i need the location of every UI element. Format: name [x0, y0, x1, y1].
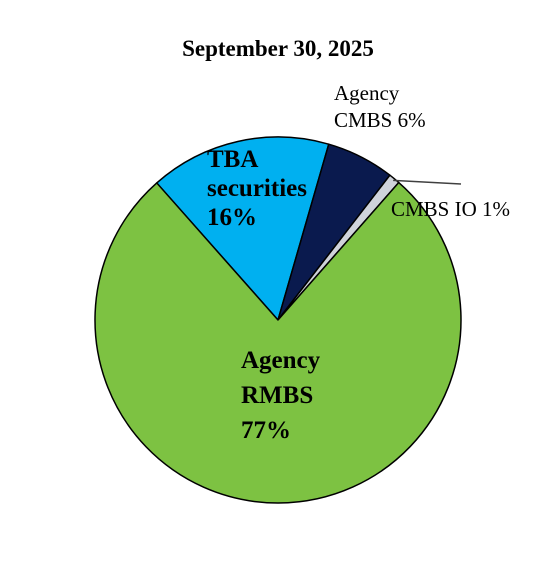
- leader-line-cmbs-io: [393, 179, 462, 185]
- slice-label-agency-rmbs: Agency RMBS 77%: [241, 347, 321, 444]
- slice-label-line: Agency: [241, 347, 321, 374]
- slice-label-line: CMBS IO 1%: [391, 197, 510, 221]
- leader-lines: [393, 179, 462, 185]
- pie-slices: [94, 136, 462, 504]
- pie-slice-tba: [155, 136, 330, 321]
- slice-label-line: CMBS 6%: [334, 108, 426, 132]
- slice-label-cmbs-io: CMBS IO 1%: [391, 197, 510, 221]
- slice-label-line: RMBS: [241, 382, 313, 409]
- slice-label-line: 77%: [241, 417, 291, 444]
- slice-labels: TBA securities 16% Agency CMBS 6% CMBS IO 1% A…: [207, 81, 510, 444]
- slice-label-line: TBA: [207, 146, 258, 173]
- slice-label-line: Agency: [334, 81, 400, 105]
- slice-label-tba: TBA securities 16%: [207, 146, 307, 231]
- pie-slice-agency-rmbs: [94, 181, 462, 504]
- chart-title: September 30, 2025: [182, 36, 374, 61]
- slice-label-agency-cmbs: Agency CMBS 6%: [334, 81, 426, 132]
- slice-label-line: 16%: [207, 204, 257, 231]
- slice-label-line: securities: [207, 175, 307, 202]
